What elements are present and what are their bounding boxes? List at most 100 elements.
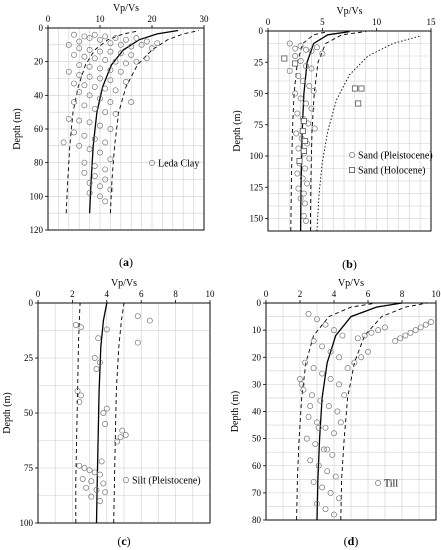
data-point xyxy=(154,40,161,47)
y-tick-label: 0 xyxy=(29,298,34,308)
data-point xyxy=(319,484,326,491)
data-point xyxy=(81,102,88,109)
data-point-square xyxy=(300,118,307,125)
data-point xyxy=(93,366,100,372)
x-tick-label: 10 xyxy=(372,17,382,27)
x-tick-label: 8 xyxy=(400,289,405,299)
data-point xyxy=(412,327,419,334)
y-tick-label: 50 xyxy=(24,408,34,418)
data-point xyxy=(331,430,337,437)
x-tick-label: 8 xyxy=(173,289,178,299)
data-point xyxy=(71,51,77,58)
data-point xyxy=(308,48,315,54)
data-point xyxy=(286,68,293,74)
data-point xyxy=(60,139,67,146)
data-point xyxy=(86,119,93,126)
data-point xyxy=(88,493,95,500)
data-point xyxy=(76,399,83,405)
data-point xyxy=(312,441,319,447)
data-point xyxy=(71,129,77,136)
y-tick-label: 125 xyxy=(250,182,264,192)
data-point xyxy=(96,471,103,478)
data-point xyxy=(102,109,109,116)
data-point xyxy=(71,80,77,87)
data-point xyxy=(344,365,351,372)
data-point xyxy=(65,115,72,122)
data-point xyxy=(301,200,308,207)
data-point xyxy=(91,55,98,62)
data-point xyxy=(102,33,109,40)
chart-panel-3: 0 2 4 6 8 10 Vp/Vs 0 25 50 75 100 Depth (m) Silt (Ple… xyxy=(2,278,215,548)
data-point xyxy=(314,316,320,323)
data-point xyxy=(331,511,337,518)
data-point xyxy=(97,48,103,55)
panel-label-letter: a xyxy=(123,255,129,269)
fit-curve-lower-bound xyxy=(75,302,81,523)
data-point xyxy=(81,465,88,471)
data-point xyxy=(336,354,343,361)
data-point xyxy=(310,338,317,344)
data-point xyxy=(107,186,114,193)
data-point xyxy=(310,88,317,94)
legend-label: Silt (Pleistocene) xyxy=(132,476,201,487)
data-point xyxy=(305,310,312,317)
panel-label: (d) xyxy=(344,534,359,548)
fit-curve-upper-bound xyxy=(113,302,125,524)
data-point xyxy=(97,75,103,82)
data-point xyxy=(71,99,77,106)
data-point xyxy=(297,195,304,202)
x-tick-label: 20 xyxy=(148,14,158,24)
data-point xyxy=(114,438,121,445)
data-point xyxy=(102,176,109,183)
fit-curve-lower-bound xyxy=(65,30,137,214)
y-tick-label: 80 xyxy=(34,158,44,168)
data-point xyxy=(341,392,348,399)
data-point xyxy=(368,329,375,336)
data-point xyxy=(107,156,114,163)
y-tick-label: 0 xyxy=(39,23,44,33)
y-tick-label: 40 xyxy=(34,90,44,100)
x-tick-label: 4 xyxy=(332,289,337,299)
x-tick-label: 4 xyxy=(105,289,110,299)
data-point xyxy=(286,40,293,47)
data-point xyxy=(300,386,307,393)
data-point xyxy=(319,370,326,377)
data-point xyxy=(358,354,365,361)
x-axis-label: Vp/Vs xyxy=(336,6,362,17)
data-point-square xyxy=(299,127,306,134)
data-point xyxy=(96,359,103,366)
data-point xyxy=(97,183,103,190)
y-tick-label: 100 xyxy=(20,518,34,528)
data-point-square xyxy=(351,85,358,92)
y-tick-label: 10 xyxy=(252,325,262,335)
y-tick-label: 70 xyxy=(252,488,262,498)
data-point xyxy=(315,462,322,469)
fit-curve-mean xyxy=(95,302,108,524)
data-point xyxy=(304,180,311,187)
data-point xyxy=(294,110,301,117)
data-point xyxy=(339,332,346,339)
data-point xyxy=(91,469,98,476)
data-point xyxy=(331,327,337,334)
y-tick-label: 50 xyxy=(252,434,262,444)
data-point xyxy=(332,473,339,480)
panel-label-paren: ) xyxy=(353,257,357,271)
data-point xyxy=(98,458,105,465)
data-point xyxy=(354,335,361,342)
data-point xyxy=(322,321,329,328)
data-point xyxy=(112,87,119,94)
data-point xyxy=(303,46,309,53)
data-point-square xyxy=(296,157,303,164)
data-point xyxy=(65,41,72,48)
data-point xyxy=(91,136,98,143)
data-point xyxy=(107,40,114,47)
data-point xyxy=(76,89,83,95)
x-tick-label: 6 xyxy=(366,289,371,299)
data-point xyxy=(96,498,103,504)
data-point xyxy=(86,73,93,80)
data-point xyxy=(292,90,299,97)
data-point xyxy=(149,45,155,52)
data-point xyxy=(112,35,119,42)
data-point xyxy=(112,58,119,65)
data-point xyxy=(327,348,334,355)
